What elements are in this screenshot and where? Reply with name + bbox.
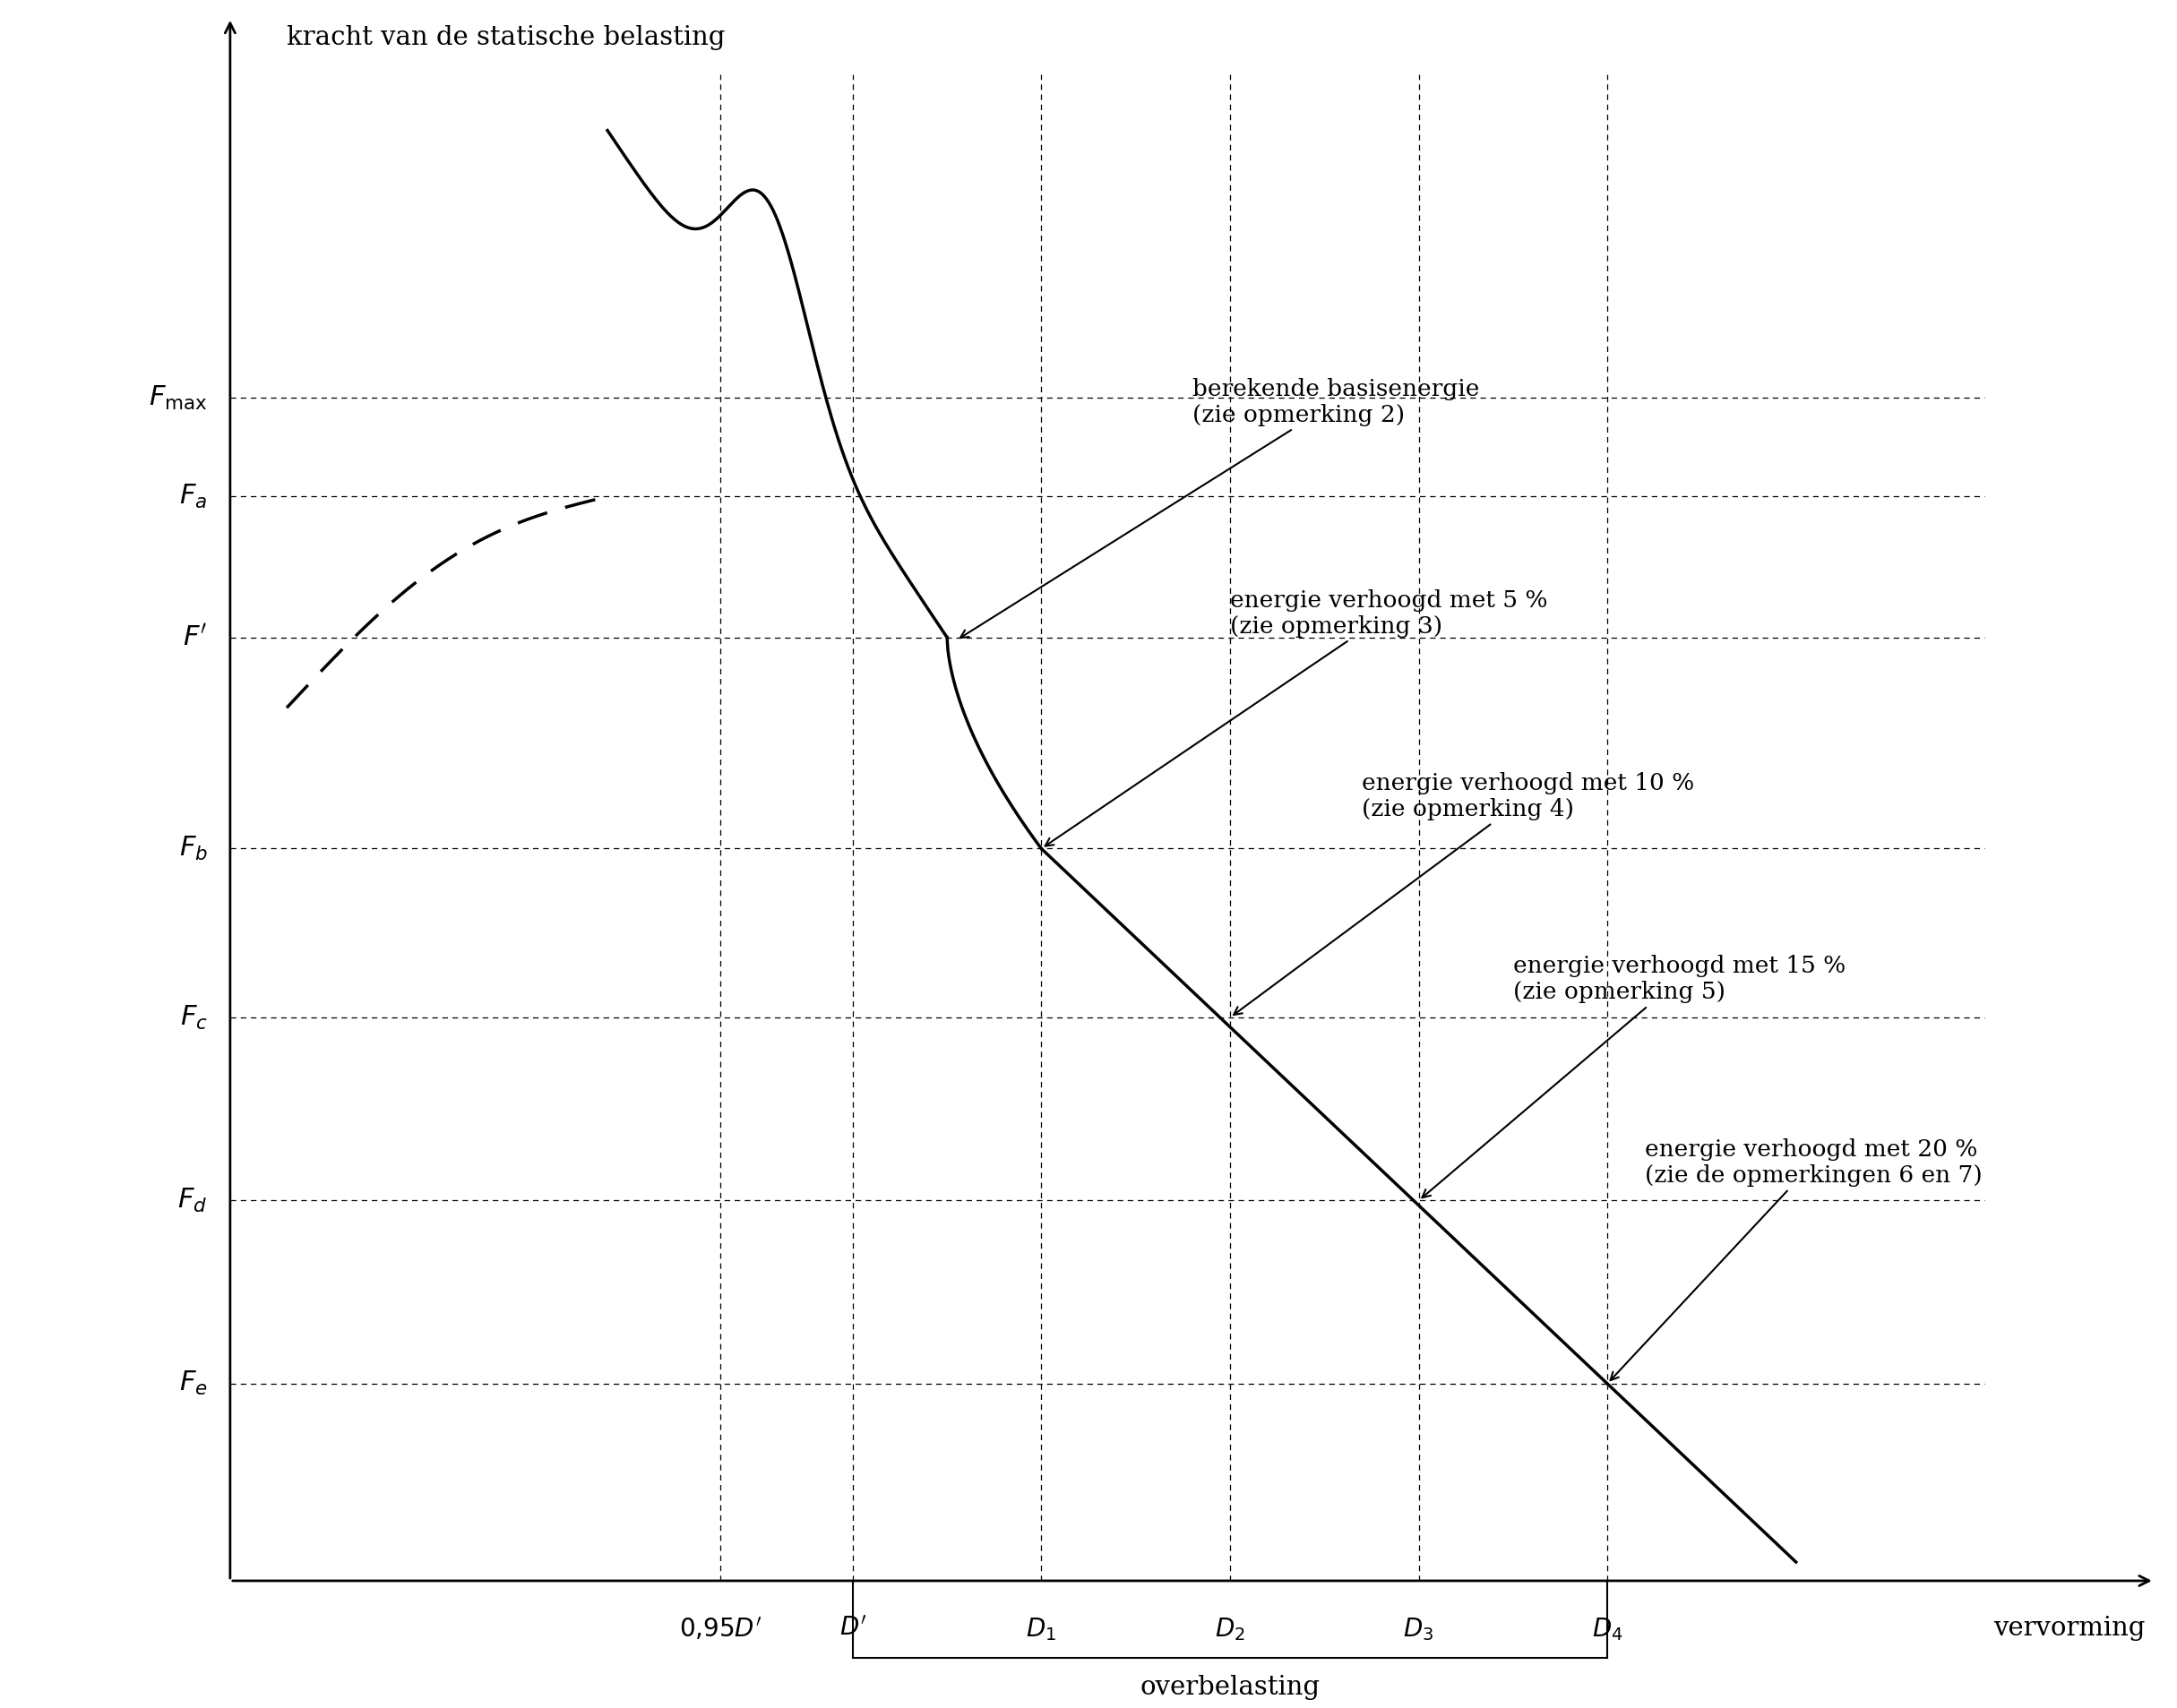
Text: $F_b$: $F_b$ — [179, 835, 207, 863]
Text: $F'$: $F'$ — [183, 623, 207, 651]
Text: energie verhoogd met 5 %
(zie opmerking 3): energie verhoogd met 5 % (zie opmerking … — [1045, 589, 1548, 845]
Text: $F_e$: $F_e$ — [179, 1370, 207, 1397]
Text: energie verhoogd met 15 %
(zie opmerking 5): energie verhoogd met 15 % (zie opmerking… — [1422, 955, 1846, 1197]
Text: $0{,}95D'$: $0{,}95D'$ — [679, 1616, 762, 1643]
Text: $D_1$: $D_1$ — [1025, 1616, 1056, 1643]
Text: overbelasting: overbelasting — [1141, 1676, 1319, 1699]
Text: $F_d$: $F_d$ — [179, 1187, 207, 1214]
Text: vervorming: vervorming — [1994, 1616, 2144, 1641]
Text: $D'$: $D'$ — [838, 1616, 866, 1640]
Text: $D_3$: $D_3$ — [1404, 1616, 1435, 1643]
Text: $D_4$: $D_4$ — [1591, 1616, 1622, 1643]
Text: energie verhoogd met 20 %
(zie de opmerkingen 6 en 7): energie verhoogd met 20 % (zie de opmerk… — [1611, 1138, 1983, 1380]
Text: $F_a$: $F_a$ — [179, 483, 207, 511]
Text: energie verhoogd met 10 %
(zie opmerking 4): energie verhoogd met 10 % (zie opmerking… — [1234, 772, 1694, 1015]
Text: $F_{\mathrm{max}}$: $F_{\mathrm{max}}$ — [148, 384, 207, 412]
Text: $D_2$: $D_2$ — [1215, 1616, 1245, 1643]
Text: berekende basisenergie
(zie opmerking 2): berekende basisenergie (zie opmerking 2) — [960, 377, 1480, 637]
Text: kracht van de statische belasting: kracht van de statische belasting — [287, 26, 725, 50]
Text: $F_c$: $F_c$ — [181, 1004, 207, 1032]
